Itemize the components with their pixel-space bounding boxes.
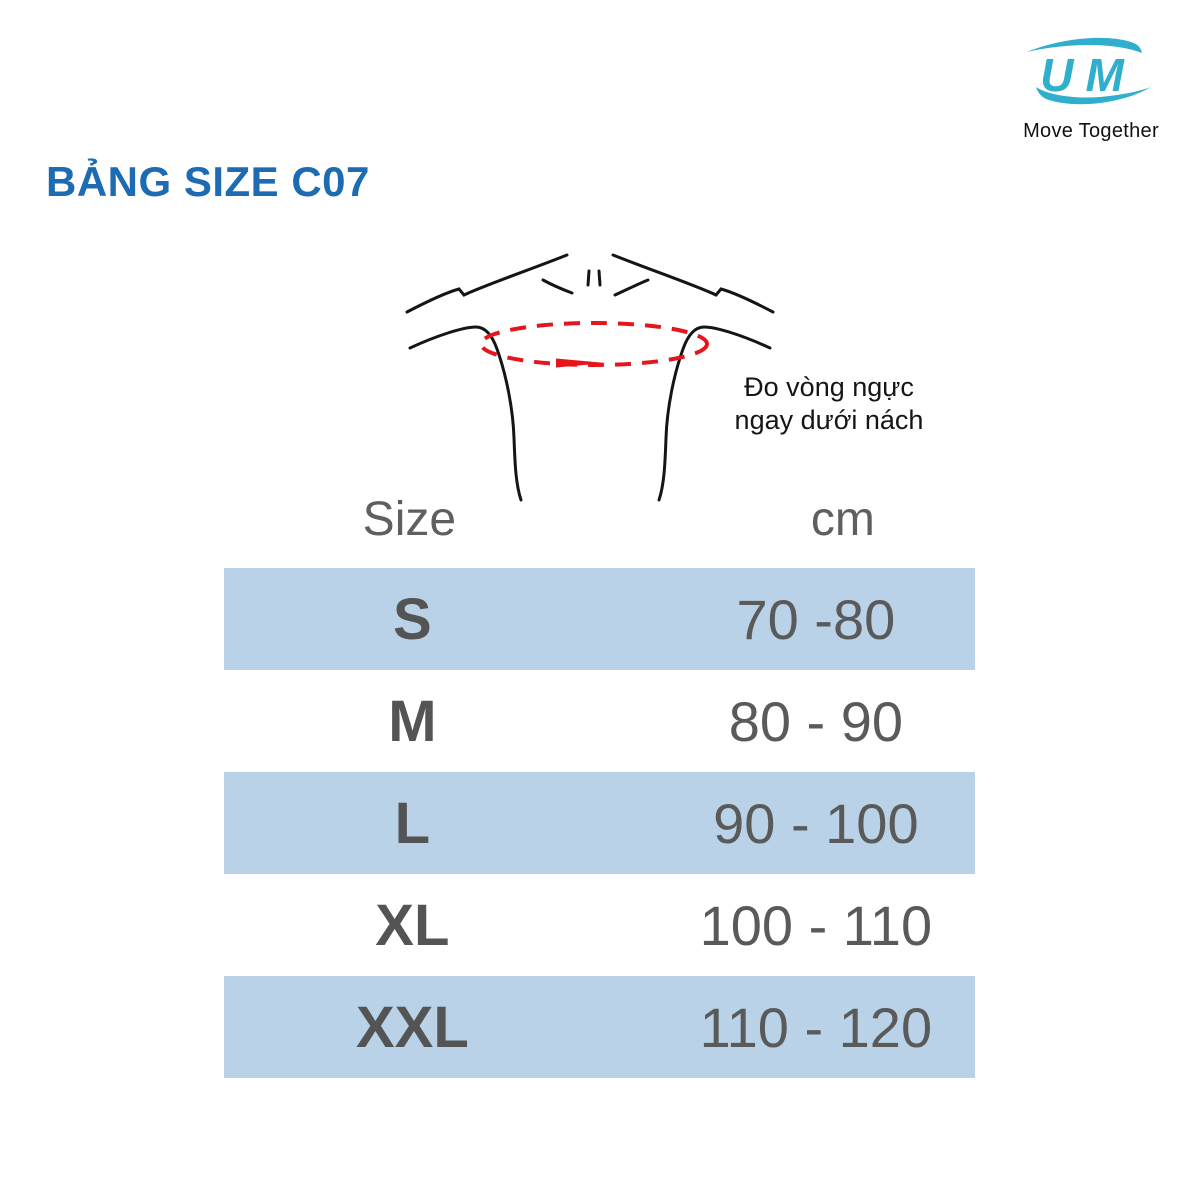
neck-tick-left (586, 269, 591, 287)
size-cell: XL (375, 892, 450, 958)
column-header-cm: cm (810, 493, 875, 546)
measure-direction-arrow-icon (556, 358, 606, 368)
size-cell: S (393, 586, 432, 652)
brand-logo: UM Move Together (1015, 36, 1167, 143)
right-collarbone-line (613, 278, 650, 297)
table-row-m: M 80 - 90 (224, 670, 975, 772)
logo-top-swoosh (1027, 37, 1142, 53)
logo-bottom-swoosh (1036, 87, 1151, 105)
torso-outline-icon (405, 253, 775, 502)
left-armpit-torso-line (408, 325, 523, 502)
size-cell: M (388, 688, 437, 754)
measurement-caption-line1: Đo vòng ngực (744, 372, 914, 402)
table-row-l: L 90 - 100 (224, 772, 975, 874)
cm-cell: 90 - 100 (713, 791, 919, 855)
size-cell: XXL (355, 994, 469, 1060)
chest-measurement-figure (380, 230, 800, 510)
measuring-tape-ellipse (479, 321, 709, 367)
logo-tagline: Move Together (1023, 120, 1159, 142)
size-table-header: Size cm (224, 493, 975, 547)
left-shoulder-line (405, 253, 569, 314)
neck-tick-right (597, 269, 602, 287)
right-armpit-torso-line (657, 325, 772, 502)
right-shoulder-line (611, 253, 775, 314)
measurement-caption-line2: ngay dưới nách (734, 405, 924, 435)
measurement-caption: Đo vòng ngực ngay dưới nách (716, 371, 942, 437)
table-row-xxl: XXL 110 - 120 (224, 976, 975, 1078)
cm-cell: 70 -80 (736, 587, 896, 651)
left-collarbone-line (541, 278, 574, 295)
table-row-s: S 70 -80 (224, 568, 975, 670)
size-table: S 70 -80 M 80 - 90 L 90 - 100 XL 100 - 1… (224, 568, 975, 1078)
cm-cell: 80 - 90 (728, 689, 904, 753)
page-title: BẢNG SIZE C07 (46, 158, 370, 205)
um-logo-icon: UM (1027, 37, 1151, 105)
cm-cell: 100 - 110 (699, 893, 933, 957)
column-header-size: Size (362, 493, 457, 546)
logo-text: UM (1040, 49, 1136, 101)
cm-cell: 110 - 120 (699, 995, 933, 1059)
table-row-xl: XL 100 - 110 (224, 874, 975, 976)
size-cell: L (394, 790, 431, 856)
